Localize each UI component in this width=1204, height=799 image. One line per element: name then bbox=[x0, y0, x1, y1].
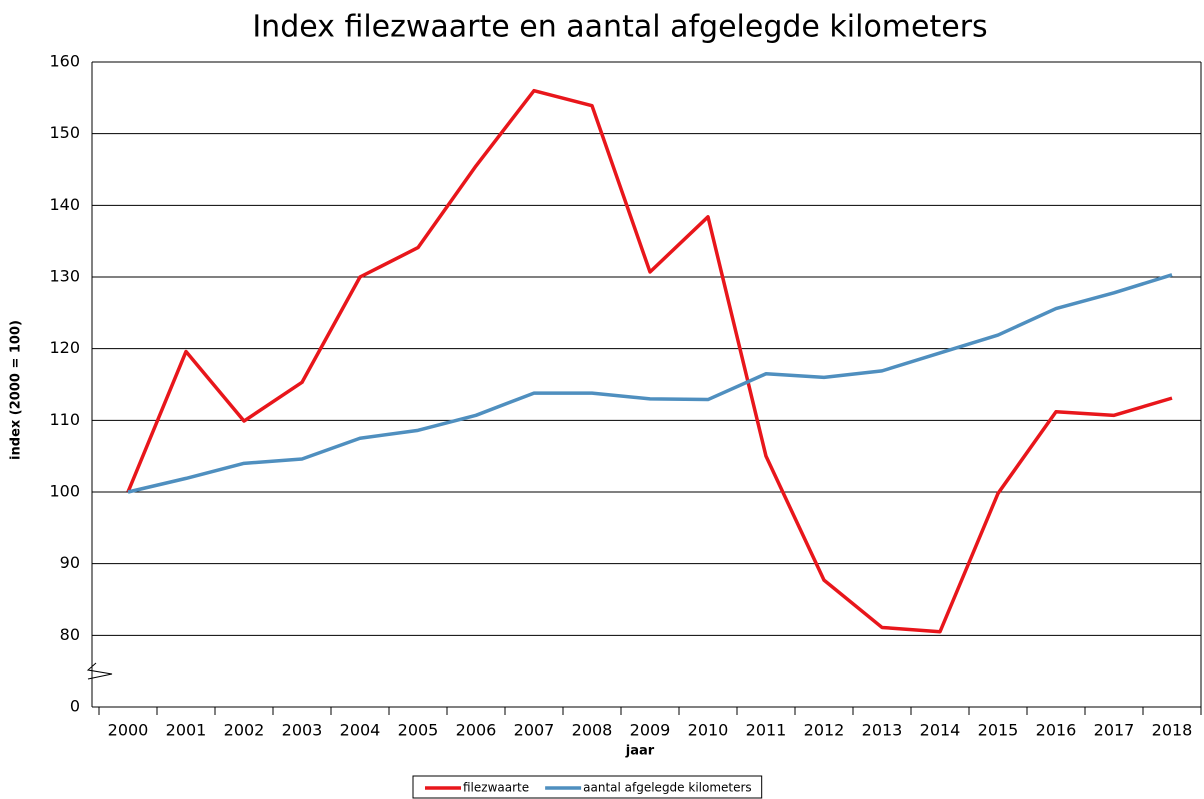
y-tick-label: 100 bbox=[49, 482, 80, 501]
x-tick-label: 2000 bbox=[108, 721, 149, 740]
line-series bbox=[127, 273, 1173, 494]
x-tick-label: 2006 bbox=[456, 721, 497, 740]
y-tick-label: 80 bbox=[60, 625, 80, 644]
y-tick-label: 140 bbox=[49, 195, 80, 214]
line-series bbox=[126, 88, 1173, 634]
y-tick-label: 110 bbox=[49, 410, 80, 429]
x-tick-label: 2018 bbox=[1152, 721, 1193, 740]
y-tick-label: 120 bbox=[49, 338, 80, 357]
x-tick-label: 2017 bbox=[1094, 721, 1135, 740]
x-tick-label: 2011 bbox=[746, 721, 787, 740]
y-tick-label: 160 bbox=[49, 52, 80, 71]
x-tick-label: 2007 bbox=[514, 721, 555, 740]
x-tick-label: 2001 bbox=[166, 721, 207, 740]
x-tick-label: 2009 bbox=[630, 721, 671, 740]
legend: filezwaarte aantal afgelegde kilometers bbox=[412, 775, 763, 799]
x-tick-label: 2010 bbox=[688, 721, 729, 740]
x-tick-label: 2015 bbox=[978, 721, 1019, 740]
y-axis-title: index (2000 = 100) bbox=[9, 320, 24, 460]
legend-box bbox=[412, 775, 763, 799]
x-tick-label: 2012 bbox=[804, 721, 845, 740]
legend-label: filezwaarte bbox=[463, 781, 529, 795]
y-tick-label: 130 bbox=[49, 267, 80, 286]
axis-break bbox=[86, 662, 113, 680]
x-tick-label: 2014 bbox=[920, 721, 961, 740]
y-tick-label: 150 bbox=[49, 123, 80, 142]
chart-title: Index filezwaarte en aantal afgelegde ki… bbox=[252, 10, 987, 45]
legend-label: aantal afgelegde kilometers bbox=[583, 781, 752, 795]
y-tick-label: 90 bbox=[60, 553, 80, 572]
x-tick-label: 2004 bbox=[340, 721, 381, 740]
x-tick-label: 2013 bbox=[862, 721, 903, 740]
x-tick-label: 2003 bbox=[282, 721, 323, 740]
x-tick-label: 2008 bbox=[572, 721, 613, 740]
x-tick-label: 2002 bbox=[224, 721, 265, 740]
y-tick-label: 0 bbox=[70, 697, 80, 716]
x-tick-label: 2016 bbox=[1036, 721, 1077, 740]
x-axis-title: jaar bbox=[625, 744, 655, 759]
x-tick-label: 2005 bbox=[398, 721, 439, 740]
